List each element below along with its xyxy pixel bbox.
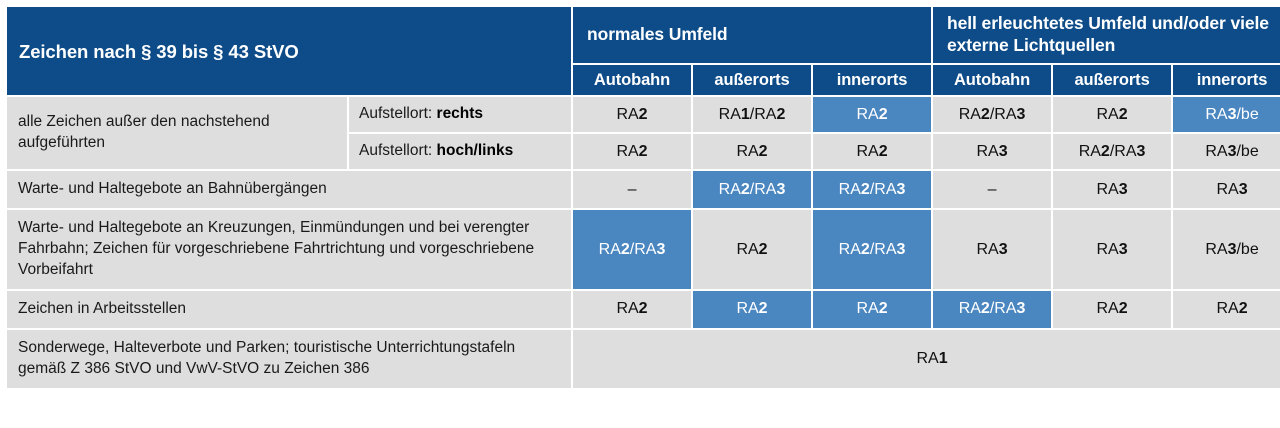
cell-r3-c6: RA3/be xyxy=(1173,210,1280,289)
cell-r1b-c5: RA2/RA3 xyxy=(1053,134,1172,170)
cell-r4-c6: RA2 xyxy=(1173,290,1280,328)
row-label-sonderwege: Sonderwege, Halteverbote und Parken; tou… xyxy=(7,329,572,388)
header-col-normal-ausserorts: außerorts xyxy=(693,64,812,96)
cell-r3-c4: RA3 xyxy=(933,210,1052,289)
header-subcolumn-row: Autobahn außerorts innerorts Autobahn au… xyxy=(7,64,1280,96)
cell-r1b-c6: RA3/be xyxy=(1173,134,1280,170)
cell-r1a-c1: RA2 xyxy=(573,97,692,133)
cell-r3-c2: RA2 xyxy=(693,210,812,289)
cell-r2-c5: RA3 xyxy=(1053,171,1172,209)
sublabel-prefix: Aufstellort: xyxy=(359,142,437,160)
header-col-bright-ausserorts: außerorts xyxy=(1053,64,1172,96)
row-label-kreuzungen: Warte- und Haltegebote an Kreuzungen, Ei… xyxy=(7,210,572,289)
row-sublabel-hoch-links: Aufstellort: hoch/links xyxy=(349,134,572,170)
row-label-arbeitsstellen: Zeichen in Arbeitsstellen xyxy=(7,290,572,328)
row-sublabel-rechts: Aufstellort: rechts xyxy=(349,97,572,133)
cell-r1a-c5: RA2 xyxy=(1053,97,1172,133)
cell-r1a-c4: RA2/RA3 xyxy=(933,97,1052,133)
table-row: Aufstellort: hoch/links RA2 RA2 RA2 RA3 … xyxy=(7,134,1280,170)
ra-class-table: Zeichen nach § 39 bis § 43 StVO normales… xyxy=(5,5,1280,390)
cell-r3-c1: RA2/RA3 xyxy=(573,210,692,289)
cell-r4-c1: RA2 xyxy=(573,290,692,328)
table-row: Zeichen in Arbeitsstellen RA2 RA2 RA2 RA… xyxy=(7,290,1280,328)
table-row: Sonderwege, Halteverbote und Parken; tou… xyxy=(7,329,1280,388)
cell-r4-c3: RA2 xyxy=(813,290,932,328)
cell-r3-c3: RA2/RA3 xyxy=(813,210,932,289)
header-col-bright-autobahn: Autobahn xyxy=(933,64,1052,96)
cell-r2-c3: RA2/RA3 xyxy=(813,171,932,209)
cell-r4-c4: RA2/RA3 xyxy=(933,290,1052,328)
cell-r1b-c4: RA3 xyxy=(933,134,1052,170)
cell-r2-c1: – xyxy=(573,171,692,209)
header-col-normal-innerorts: innerorts xyxy=(813,64,932,96)
header-col-normal-autobahn: Autobahn xyxy=(573,64,692,96)
row-label-alle-zeichen: alle Zeichen außer den nachstehend aufge… xyxy=(7,97,347,170)
row-label-bahnuebergaenge: Warte- und Haltegebote an Bahnübergängen xyxy=(7,171,572,209)
cell-r1b-c3: RA2 xyxy=(813,134,932,170)
cell-r1b-c1: RA2 xyxy=(573,134,692,170)
header-col-bright-innerorts: innerorts xyxy=(1173,64,1280,96)
cell-r5-spanned: RA1 xyxy=(573,329,1280,388)
cell-r1a-c2: RA1/RA2 xyxy=(693,97,812,133)
table-row: Warte- und Haltegebote an Kreuzungen, Ei… xyxy=(7,210,1280,289)
cell-r4-c2: RA2 xyxy=(693,290,812,328)
sublabel-strong: rechts xyxy=(436,105,484,123)
cell-r1b-c2: RA2 xyxy=(693,134,812,170)
cell-r1a-c6: RA3/be xyxy=(1173,97,1280,133)
cell-r2-c2: RA2/RA3 xyxy=(693,171,812,209)
sublabel-prefix: Aufstellort: xyxy=(359,105,437,123)
cell-r2-c4: – xyxy=(933,171,1052,209)
table-row: Warte- und Haltegebote an Bahnübergängen… xyxy=(7,171,1280,209)
table-row: alle Zeichen außer den nachstehend aufge… xyxy=(7,97,1280,170)
header-group-row: Zeichen nach § 39 bis § 43 StVO normales… xyxy=(7,7,1280,96)
cell-r2-c6: RA3 xyxy=(1173,171,1280,209)
table-title: Zeichen nach § 39 bis § 43 StVO xyxy=(7,7,572,96)
header-group-normal: normales Umfeld xyxy=(573,7,932,63)
sublabel-strong: hoch/links xyxy=(436,142,514,160)
header-group-bright: hell erleuchtetes Umfeld und/oder viele … xyxy=(933,7,1280,63)
cell-r3-c5: RA3 xyxy=(1053,210,1172,289)
cell-r1a-c3: RA2 xyxy=(813,97,932,133)
cell-r4-c5: RA2 xyxy=(1053,290,1172,328)
